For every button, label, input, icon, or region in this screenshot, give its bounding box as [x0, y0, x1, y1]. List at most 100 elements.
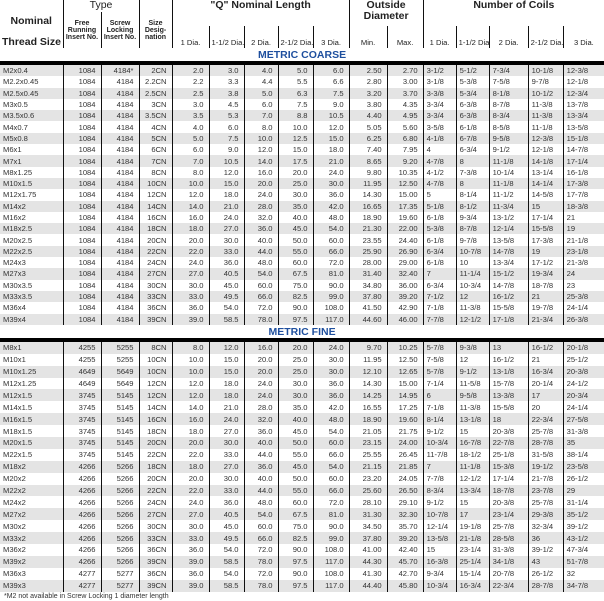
coils-3dia-cell: 21-3/8 — [562, 257, 604, 269]
od-min-cell: 28.10 — [348, 496, 388, 509]
length-2-5dia-cell: 25.0 — [277, 353, 314, 366]
length-2dia-cell: 7.0 — [243, 110, 279, 122]
length-2-5dia-cell: 15.0 — [277, 144, 314, 156]
length-1-5dia-cell: 9.0 — [208, 144, 245, 156]
length-1dia-cell: 33.0 — [171, 532, 210, 544]
length-2-5dia-cell: 97.5 — [277, 313, 314, 325]
length-2dia-cell: 20.0 — [243, 177, 279, 190]
thread-size-cell: M8x1.25 — [3, 167, 33, 177]
table-row: M4x0.7 1084 4184 4CN 4.0 6.0 8.0 10.0 12.0 5.05 5.… — [0, 121, 604, 133]
length-1dia-cell: 24.0 — [171, 496, 210, 509]
length-3dia-cell: 30.0 — [312, 365, 350, 378]
coils-2-5dia-cell: 12-3/8 — [527, 132, 564, 145]
length-2dia-cell: 20.0 — [243, 353, 279, 366]
od-max-cell: 17.25 — [386, 401, 424, 414]
coils-2-5dia-cell: 31-5/8 — [527, 448, 564, 461]
length-1-5dia-cell: 30.0 — [208, 234, 245, 246]
od-min-cell: 6.25 — [348, 132, 388, 145]
screw-locking-insert-cell: 4184 — [100, 177, 140, 190]
size-designation-cell: 18CN — [138, 460, 173, 473]
length-2-5dia-cell: 20.0 — [277, 341, 314, 354]
coils-2dia-cell: 25-7/8 — [488, 520, 529, 533]
coils-2dia-cell: 16-1/2 — [488, 290, 529, 303]
length-1dia-cell: 22.0 — [171, 245, 210, 258]
free-running-insert-cell: 1084 — [62, 166, 101, 178]
od-max-cell: 5.60 — [386, 121, 424, 133]
length-2-5dia-cell: 50.0 — [277, 436, 314, 449]
thread-size-cell: M3.5x0.6 — [0, 110, 63, 122]
size-designation-cell: 39CN — [138, 555, 173, 568]
length-1-5dia-cell: 15.0 — [208, 353, 245, 366]
od-min-cell: 4.40 — [348, 110, 388, 122]
length-2dia-cell: 16.0 — [243, 166, 279, 178]
length-2-5dia-cell: 82.5 — [277, 290, 314, 303]
coils-2dia-cell: 9-5/8 — [488, 132, 529, 145]
table-row: M2.2x0.45 1084 4184 2.2CN 2.2 3.3 4.4 5.5 6.6 2.8… — [0, 76, 604, 88]
coils-1dia-cell: 8-1/4 — [422, 413, 457, 426]
coils-2dia-cell: 18 — [488, 413, 529, 426]
coils-1-5dia-cell: 9-1/2 — [455, 365, 490, 378]
thread-size-cell: M2.2x0.45 — [3, 77, 39, 87]
free-running-header: Free Running Insert No. — [62, 12, 101, 48]
table-row: M8x1.25 1084 4184 8CN 8.0 12.0 16.0 20.0 24.0 9.8… — [0, 166, 604, 178]
coils-3dia-cell: 13-5/8 — [562, 121, 604, 133]
od-min-cell: 34.50 — [348, 520, 388, 533]
length-2-5dia-cell: 90.0 — [277, 567, 314, 580]
free-running-insert-cell: 4649 — [62, 365, 101, 378]
coils-1-5dia-cell: 23-1/4 — [455, 543, 490, 556]
coil-col-2dia: 2 Dia. — [488, 26, 529, 48]
coils-1-5dia-cell: 11-3/8 — [455, 302, 490, 314]
coils-2dia-cell: 28-5/8 — [488, 532, 529, 544]
length-1-5dia-cell: 18.0 — [208, 377, 245, 390]
coils-1-5dia-cell: 15 — [455, 425, 490, 437]
od-min-cell: 11.95 — [348, 353, 388, 366]
coils-1dia-cell: 3-3/4 — [422, 98, 457, 111]
length-1-5dia-cell: 18.0 — [208, 389, 245, 402]
length-1-5dia-cell: 36.0 — [208, 496, 245, 509]
coils-2dia-cell: 34-1/8 — [488, 555, 529, 568]
free-running-insert-cell: 4266 — [62, 472, 101, 485]
length-2dia-cell: 78.0 — [243, 555, 279, 568]
coils-1dia-cell: 6 — [422, 389, 457, 402]
thread-size-cell: M10x1 — [3, 355, 26, 365]
thread-size-cell: M2.5x0.45 — [0, 87, 63, 99]
length-1-5dia-cell: 54.0 — [208, 302, 245, 314]
free-running-insert-cell: 1084 — [62, 121, 101, 133]
od-max-cell: 7.95 — [386, 144, 424, 156]
screw-locking-insert-cell: 5266 — [100, 484, 140, 497]
od-max-cell: 26.50 — [386, 484, 424, 497]
od-max-cell: 21.75 — [386, 425, 424, 437]
coils-1-5dia-cell: 10-3/4 — [455, 279, 490, 291]
length-1dia-cell: 39.0 — [171, 555, 210, 568]
thread-size-cell: M12x1.5 — [0, 389, 63, 402]
thread-size-cell: M39x4 — [0, 313, 63, 325]
length-1-5dia-cell: 54.0 — [208, 543, 245, 556]
coils-1dia-cell: 7-1/4 — [422, 377, 457, 390]
length-2dia-cell: 32.0 — [243, 211, 279, 224]
free-running-insert-cell: 1084 — [62, 279, 101, 291]
length-2-5dia-cell: 75.0 — [277, 520, 314, 533]
coils-1dia-cell: 16-3/8 — [422, 555, 457, 568]
thread-size-cell: M18x2.5 — [0, 223, 63, 235]
length-1-5dia-cell: 21.0 — [208, 401, 245, 414]
free-running-insert-cell: 3745 — [62, 413, 101, 426]
length-2-5dia-cell: 55.0 — [277, 245, 314, 258]
length-2-5dia-cell: 90.0 — [277, 302, 314, 314]
length-2dia-cell: 44.0 — [243, 245, 279, 258]
length-1dia-cell: 10.0 — [171, 353, 210, 366]
length-1-5dia-cell: 30.0 — [208, 472, 245, 485]
length-1dia-cell: 5.0 — [171, 132, 210, 145]
coils-1-5dia-cell: 7-3/8 — [455, 166, 490, 178]
screw-locking-insert-cell: 5255 — [100, 353, 140, 366]
length-2dia-cell: 54.0 — [243, 268, 279, 280]
coils-1-5dia-cell: 6-1/8 — [455, 121, 490, 133]
length-2dia-cell: 4.0 — [243, 65, 279, 77]
coils-2-5dia-cell: 25-7/8 — [527, 425, 564, 437]
coils-2-5dia-cell: 17-1/2 — [527, 257, 564, 269]
coils-1-5dia-cell: 9-3/4 — [455, 211, 490, 224]
coils-1dia-cell: 5-7/8 — [422, 365, 457, 378]
table-row: M14x2 1084 4184 14CN 14.0 21.0 28.0 35.0 42.0 16.… — [0, 200, 604, 212]
coils-1dia-cell: 9-3/4 — [422, 567, 457, 580]
length-col-1dia: 1 Dia. — [171, 26, 210, 48]
od-max-cell: 19.60 — [386, 413, 424, 426]
